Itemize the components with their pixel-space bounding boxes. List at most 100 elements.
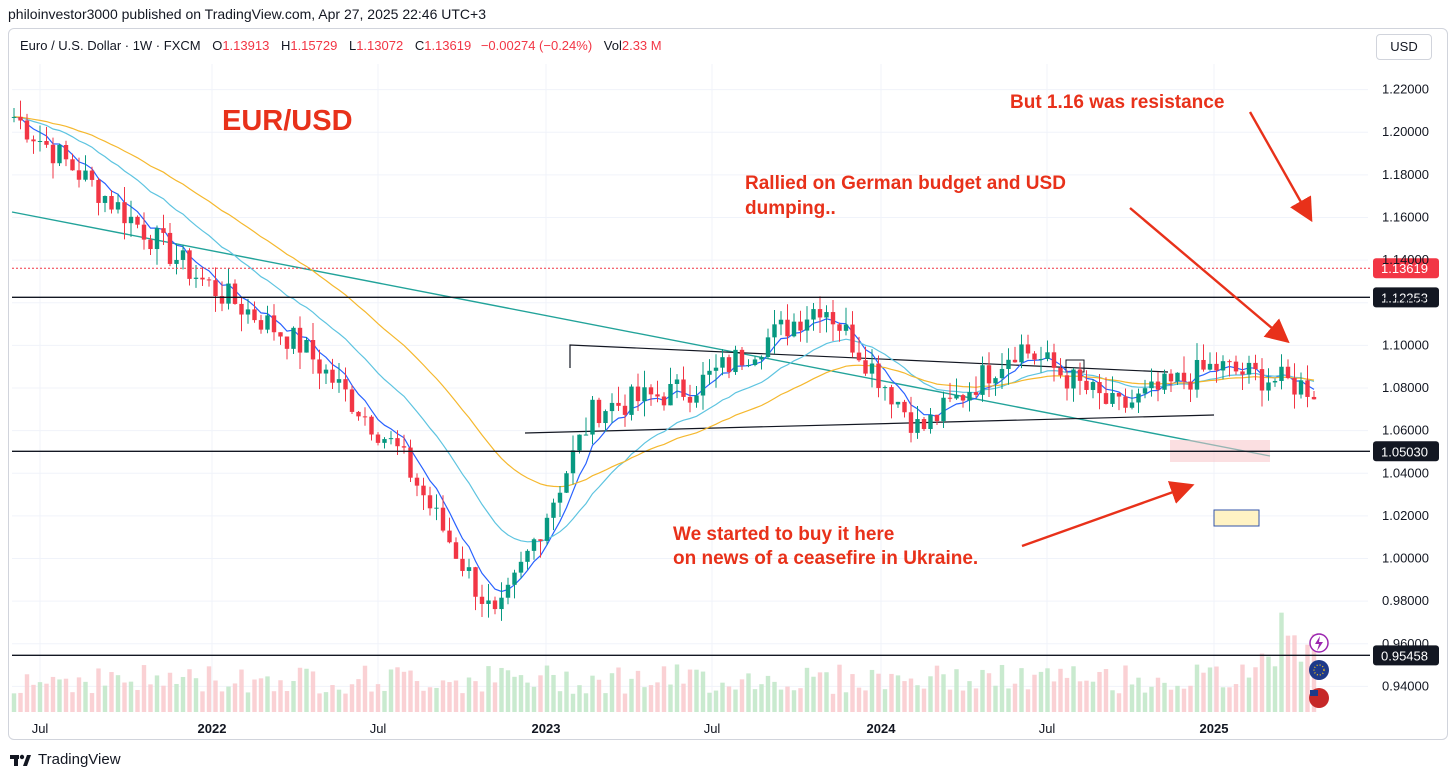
candle-body (941, 397, 946, 422)
candle-body (980, 365, 985, 395)
volume-bar (317, 693, 322, 712)
volume-bar (434, 687, 439, 712)
volume-bar (1064, 677, 1070, 712)
candle-body (323, 369, 329, 374)
open-value: 1.13913 (222, 38, 270, 53)
candle-body (512, 572, 517, 585)
volume-bar (349, 684, 355, 712)
candle-body (1032, 353, 1037, 360)
volume-bar (492, 682, 498, 712)
volume-bar (375, 684, 381, 712)
volume-bar (265, 676, 270, 712)
volume-bar (603, 693, 608, 712)
candle-body (278, 332, 283, 337)
volume-bar (694, 669, 699, 712)
symbol-legend: Euro / U.S. Dollar · 1W · FXCM O1.13913 … (20, 38, 662, 53)
volume-bar (856, 687, 862, 712)
event-icons (1309, 633, 1329, 708)
annotation-rally-line1: Rallied on German budget and USD (745, 173, 1066, 194)
candle-body (505, 584, 511, 598)
volume-bar (564, 671, 569, 712)
candle-body (102, 196, 108, 203)
volume-bar (362, 665, 368, 712)
price-levels: 1.13619 1.12253 1.05030 0.95458 (12, 258, 1439, 666)
candle-body (551, 502, 556, 518)
long-downtrend-line (11, 211, 1271, 457)
candle-body (1006, 359, 1011, 369)
symbol-name[interactable]: Euro / U.S. Dollar · 1W · FXCM (20, 38, 201, 53)
volume-bar (980, 669, 985, 712)
volume-bar (967, 681, 972, 712)
tradingview-logo-icon (10, 753, 32, 767)
volume-bar (304, 668, 309, 712)
candle-body (206, 279, 212, 281)
volume-bar (596, 679, 602, 712)
candle-body (863, 360, 868, 374)
annotation-buy-line1: We started to buy it here (673, 524, 894, 545)
volume-bar (356, 679, 361, 712)
volume-bar (1012, 683, 1018, 712)
volume-bar (1038, 671, 1044, 712)
candle-body (499, 597, 504, 610)
time-tick-label: Jul (370, 721, 387, 736)
candle-body (135, 216, 140, 225)
volume-bar (765, 675, 771, 712)
volume-bar (161, 685, 166, 712)
candle-body (928, 414, 933, 430)
annotation-rally-line2: dumping.. (745, 198, 836, 219)
candle-body (1266, 382, 1271, 391)
volume-bar (1116, 693, 1122, 712)
candle-body (57, 145, 62, 164)
candle-body (1084, 380, 1089, 390)
close-value: 1.13619 (424, 38, 472, 53)
volume-bar (1006, 688, 1011, 712)
candle-body (804, 319, 810, 331)
candle-body (856, 352, 862, 361)
candle-body (1233, 361, 1239, 372)
candle-body (1071, 369, 1076, 389)
high-label: H (280, 38, 291, 53)
candle-body (434, 507, 439, 509)
price-level-badge (1373, 258, 1439, 279)
candle-body (245, 309, 251, 315)
time-tick-label: 2025 (1200, 721, 1229, 736)
candle-body (1025, 344, 1031, 354)
candle-body (837, 324, 842, 331)
volume-bar (804, 667, 810, 712)
candle-body (1097, 382, 1102, 394)
volume-bar (739, 679, 745, 712)
volume-bar (525, 682, 530, 712)
candle-body (720, 357, 725, 368)
candle-body (161, 228, 166, 233)
trend-lines (11, 211, 1271, 527)
candle-body (154, 228, 160, 250)
candle-body (343, 379, 348, 390)
volume-bar (239, 669, 244, 712)
low-value: 1.13072 (356, 38, 404, 53)
volume-bar (24, 674, 30, 712)
time-tick-label: Jul (704, 721, 721, 736)
candle-body (1207, 363, 1213, 370)
candle-body (811, 309, 816, 320)
candle-body (1123, 396, 1128, 408)
arrow-rally (1129, 207, 1290, 344)
volume-bar (252, 679, 257, 712)
currency-button[interactable]: USD (1376, 34, 1432, 60)
candle-body (148, 239, 153, 250)
candle-body (707, 370, 712, 375)
volume-bars (11, 612, 1317, 712)
ema-mid-line (13, 116, 1315, 543)
price-tick-label: 1.18000 (1382, 167, 1429, 182)
volume-bar (577, 685, 582, 712)
price-level-badge (1373, 441, 1439, 462)
volume-bar (447, 682, 452, 712)
volume-bar (1025, 689, 1031, 712)
volume-bar (499, 667, 504, 712)
price-tick-label: 1.10000 (1382, 337, 1429, 352)
candle-body (1116, 392, 1122, 397)
volume-bar (395, 667, 400, 712)
candle-body (1175, 372, 1180, 382)
candle-body (999, 368, 1005, 379)
upper-range-line (569, 344, 1169, 373)
